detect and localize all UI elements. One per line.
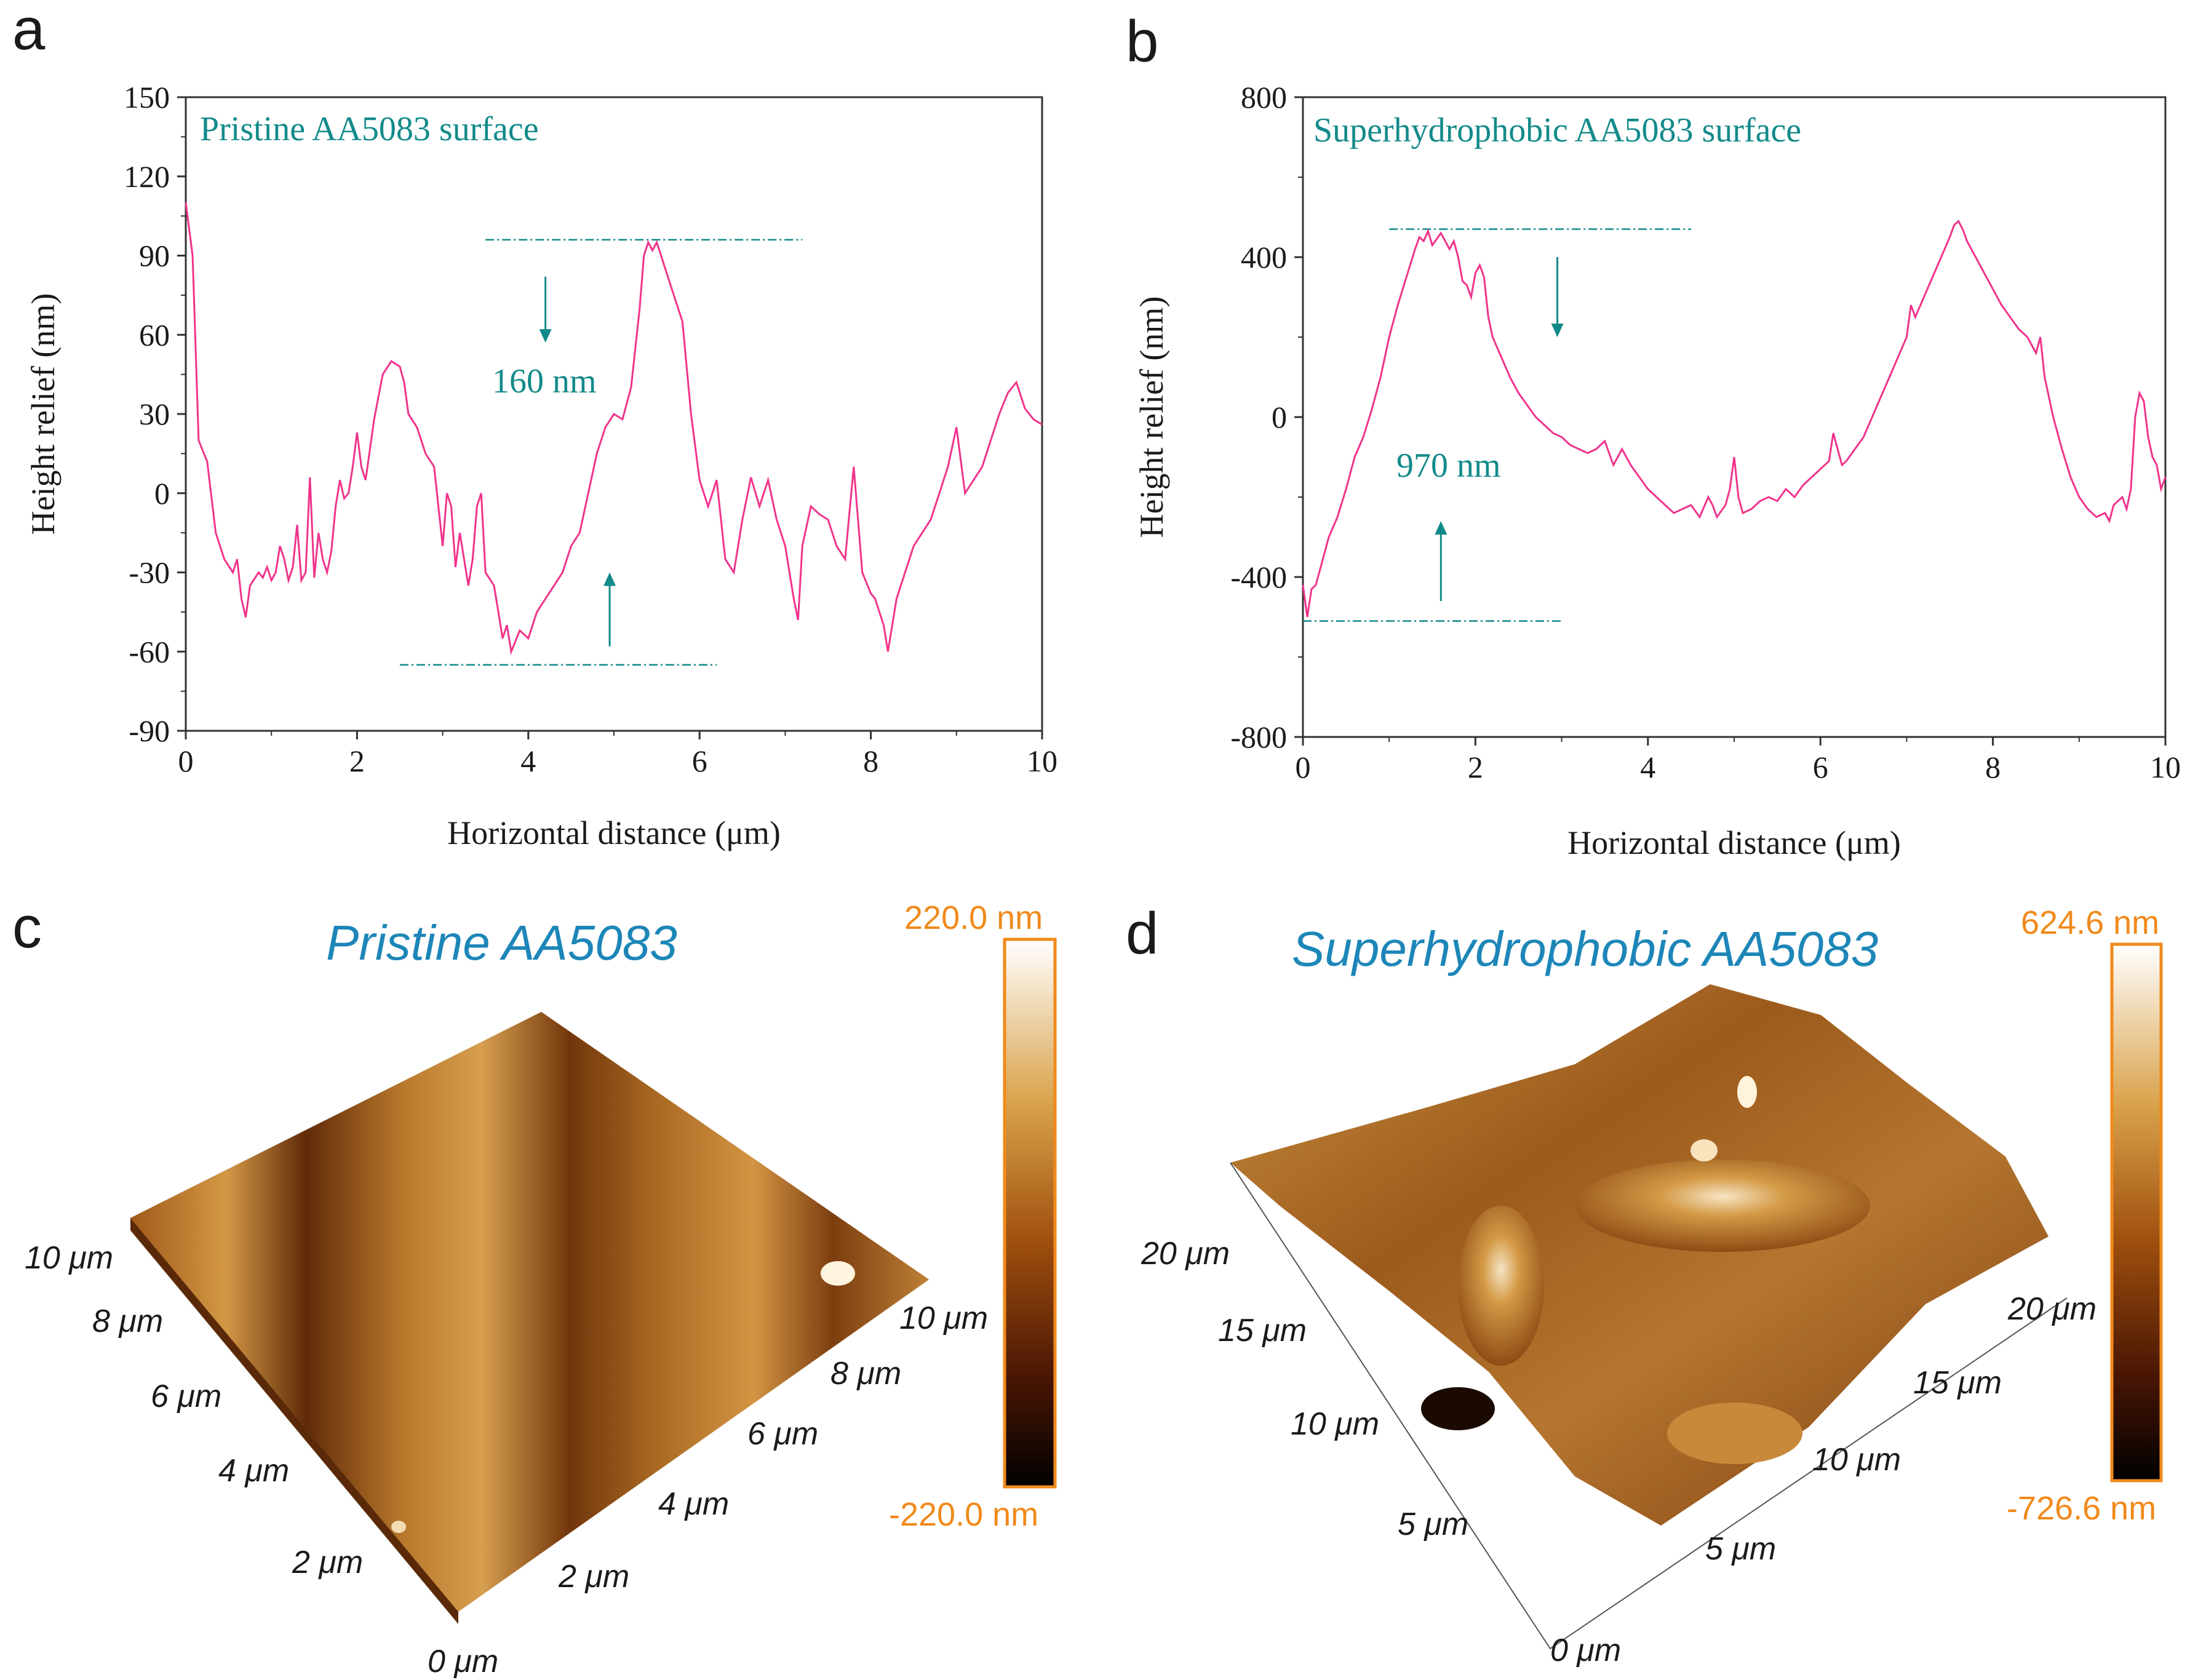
chart-b-y-ticks: 800 400 0 -400 -800: [1230, 80, 1303, 754]
chart-a-reference-lines: [400, 239, 803, 666]
chart-b-xtick-label: 2: [1468, 750, 1483, 784]
surface-d: Superhydrophobic AA5083 20 μm 15 μm 10 μ…: [1141, 904, 2163, 1668]
surface-d-peak: [1737, 1076, 1757, 1108]
surface-d-valley: [1421, 1387, 1495, 1430]
surface-c: Pristine AA5083 10 μm 8 μm 6 μm 4 μm 2 μ…: [25, 899, 1057, 1679]
surface-c-colorbar: [1003, 938, 1057, 1489]
surface-d-base: [1230, 984, 2049, 1526]
surface-c-right-tick: 8 μm: [830, 1356, 901, 1391]
chart-b-ytick-label: -800: [1230, 720, 1287, 754]
surface-c-left-tick: 8 μm: [92, 1304, 163, 1339]
chart-a-xtick-label: 10: [1027, 744, 1057, 778]
surface-d-ridge: [1575, 1160, 1870, 1252]
chart-b-arrow-head: [1435, 521, 1447, 535]
surface-d-scale-max: 624.6 nm: [2021, 904, 2159, 941]
surface-d-ridge: [1667, 1403, 1802, 1464]
surface-d-left-tick: 20 μm: [1141, 1236, 1230, 1272]
chart-b-arrow-head: [1551, 324, 1564, 337]
chart-b-frame: [1302, 96, 2167, 738]
chart-a-x-ticks: 0 2 4 6 8 10: [178, 731, 1057, 778]
surface-d-right-tick: 15 μm: [1913, 1365, 2002, 1401]
surface-d-plot: [1230, 984, 2049, 1526]
surface-c-left-tick: 10 μm: [25, 1240, 113, 1276]
surface-d-scale-min: -726.6 nm: [2007, 1490, 2156, 1527]
chart-a-ytick-label: 60: [139, 317, 170, 352]
chart-a-arrow-head: [603, 572, 616, 586]
chart-b-annotation: 970 nm: [1396, 447, 1501, 485]
surface-d-colorbar: [2110, 942, 2163, 1483]
chart-a-xtick-label: 4: [520, 744, 536, 778]
chart-b-xlabel: Horizontal distance (μm): [1567, 824, 1901, 861]
surface-c-origin-tick: 0 μm: [428, 1644, 498, 1679]
surface-c-right-tick: 2 μm: [558, 1559, 629, 1594]
chart-b-xtick-label: 0: [1296, 750, 1311, 784]
surface-d-left-tick: 15 μm: [1218, 1313, 1307, 1348]
chart-a-xtick-label: 6: [692, 744, 707, 778]
chart-a-ytick-label: 30: [139, 397, 170, 431]
surface-c-right-tick: 6 μm: [747, 1416, 818, 1452]
chart-b-title: Superhydrophobic AA5083 surface: [1313, 111, 1801, 149]
surface-d-right-tick: 10 μm: [1812, 1442, 1901, 1478]
chart-a-xtick-label: 8: [863, 744, 878, 778]
chart-a-ytick-label: -30: [129, 555, 170, 590]
surface-d-right-tick: 20 μm: [2007, 1291, 2096, 1327]
panel-letter-d: d: [1126, 901, 1158, 966]
surface-d-origin-tick: 0 μm: [1550, 1633, 1621, 1668]
surface-c-particle: [821, 1261, 855, 1286]
surface-c-scale-max: 220.0 nm: [904, 899, 1043, 936]
chart-b-series-line: [1302, 220, 2167, 618]
surface-d-left-tick: 10 μm: [1291, 1406, 1379, 1442]
chart-a-title: Pristine AA5083 surface: [200, 110, 539, 148]
chart-a-ytick-label: 90: [139, 239, 170, 273]
chart-b-ylabel: Height relief (nm): [1133, 297, 1170, 538]
surface-d-axis-box: [1230, 1162, 2068, 1650]
chart-a-annotation: 160 nm: [492, 362, 597, 400]
chart-a-y-ticks: 150 120 90 60 30 0 -30 -60 -90: [124, 80, 186, 748]
surface-d-right-tick: 5 μm: [1705, 1531, 1776, 1567]
chart-a-arrow-head: [539, 329, 552, 343]
surface-c-left-tick: 4 μm: [218, 1453, 289, 1489]
chart-b-xtick-label: 6: [1813, 750, 1828, 784]
surface-c-left-tick: 6 μm: [151, 1379, 221, 1414]
chart-b-xtick-label: 4: [1640, 750, 1655, 784]
surface-d-left-tick: 5 μm: [1398, 1507, 1468, 1542]
chart-b-ytick-label: -400: [1230, 560, 1287, 594]
chart-b-reference-lines: [1303, 228, 1691, 622]
chart-a: 150 120 90 60 30 0 -30 -60 -90 0 2 4 6 8 10 Pristine …: [25, 80, 1057, 851]
surface-c-scale-min: -220.0 nm: [889, 1496, 1038, 1533]
chart-a-ytick-label: -90: [129, 714, 170, 748]
surface-d-title: Superhydrophobic AA5083: [1292, 922, 1878, 976]
panel-letter-c: c: [12, 894, 42, 960]
chart-b-x-ticks: 0 2 4 6 8 10: [1296, 737, 2181, 784]
surface-c-left-tick: 2 μm: [292, 1545, 363, 1580]
surface-c-plot: [130, 1012, 929, 1624]
chart-a-series-line: [185, 202, 1043, 655]
chart-a-ylabel: Height relief (nm): [25, 293, 62, 535]
surface-c-particle: [391, 1521, 406, 1533]
surface-c-title: Pristine AA5083: [326, 915, 677, 970]
surface-d-ridge: [1458, 1206, 1544, 1366]
chart-b-ytick-label: 400: [1241, 240, 1287, 274]
chart-a-ytick-label: 0: [154, 476, 170, 511]
chart-a-ytick-label: 120: [124, 159, 170, 194]
chart-a-xtick-label: 0: [178, 744, 194, 778]
surface-c-side: [130, 1218, 458, 1624]
surface-c-stripes: [130, 1012, 929, 1612]
chart-b-ytick-label: 0: [1272, 400, 1287, 434]
chart-a-xlabel: Horizontal distance (μm): [447, 814, 781, 851]
chart-a-ytick-label: 150: [124, 80, 170, 114]
chart-a-xtick-label: 2: [349, 744, 365, 778]
surface-c-right-tick: 4 μm: [658, 1486, 729, 1522]
surface-d-peak: [1690, 1139, 1718, 1161]
surface-c-right-tick: 10 μm: [899, 1300, 988, 1336]
chart-b-xtick-label: 10: [2150, 750, 2181, 784]
panel-letter-b: b: [1126, 9, 1158, 74]
chart-b-ytick-label: 800: [1241, 80, 1287, 114]
chart-b: 800 400 0 -400 -800 0 2 4 6 8 10 Superhydrophobic…: [1133, 80, 2181, 861]
chart-a-ytick-label: -60: [129, 634, 170, 669]
panel-letter-a: a: [12, 0, 46, 62]
chart-b-xtick-label: 8: [1985, 750, 2001, 784]
